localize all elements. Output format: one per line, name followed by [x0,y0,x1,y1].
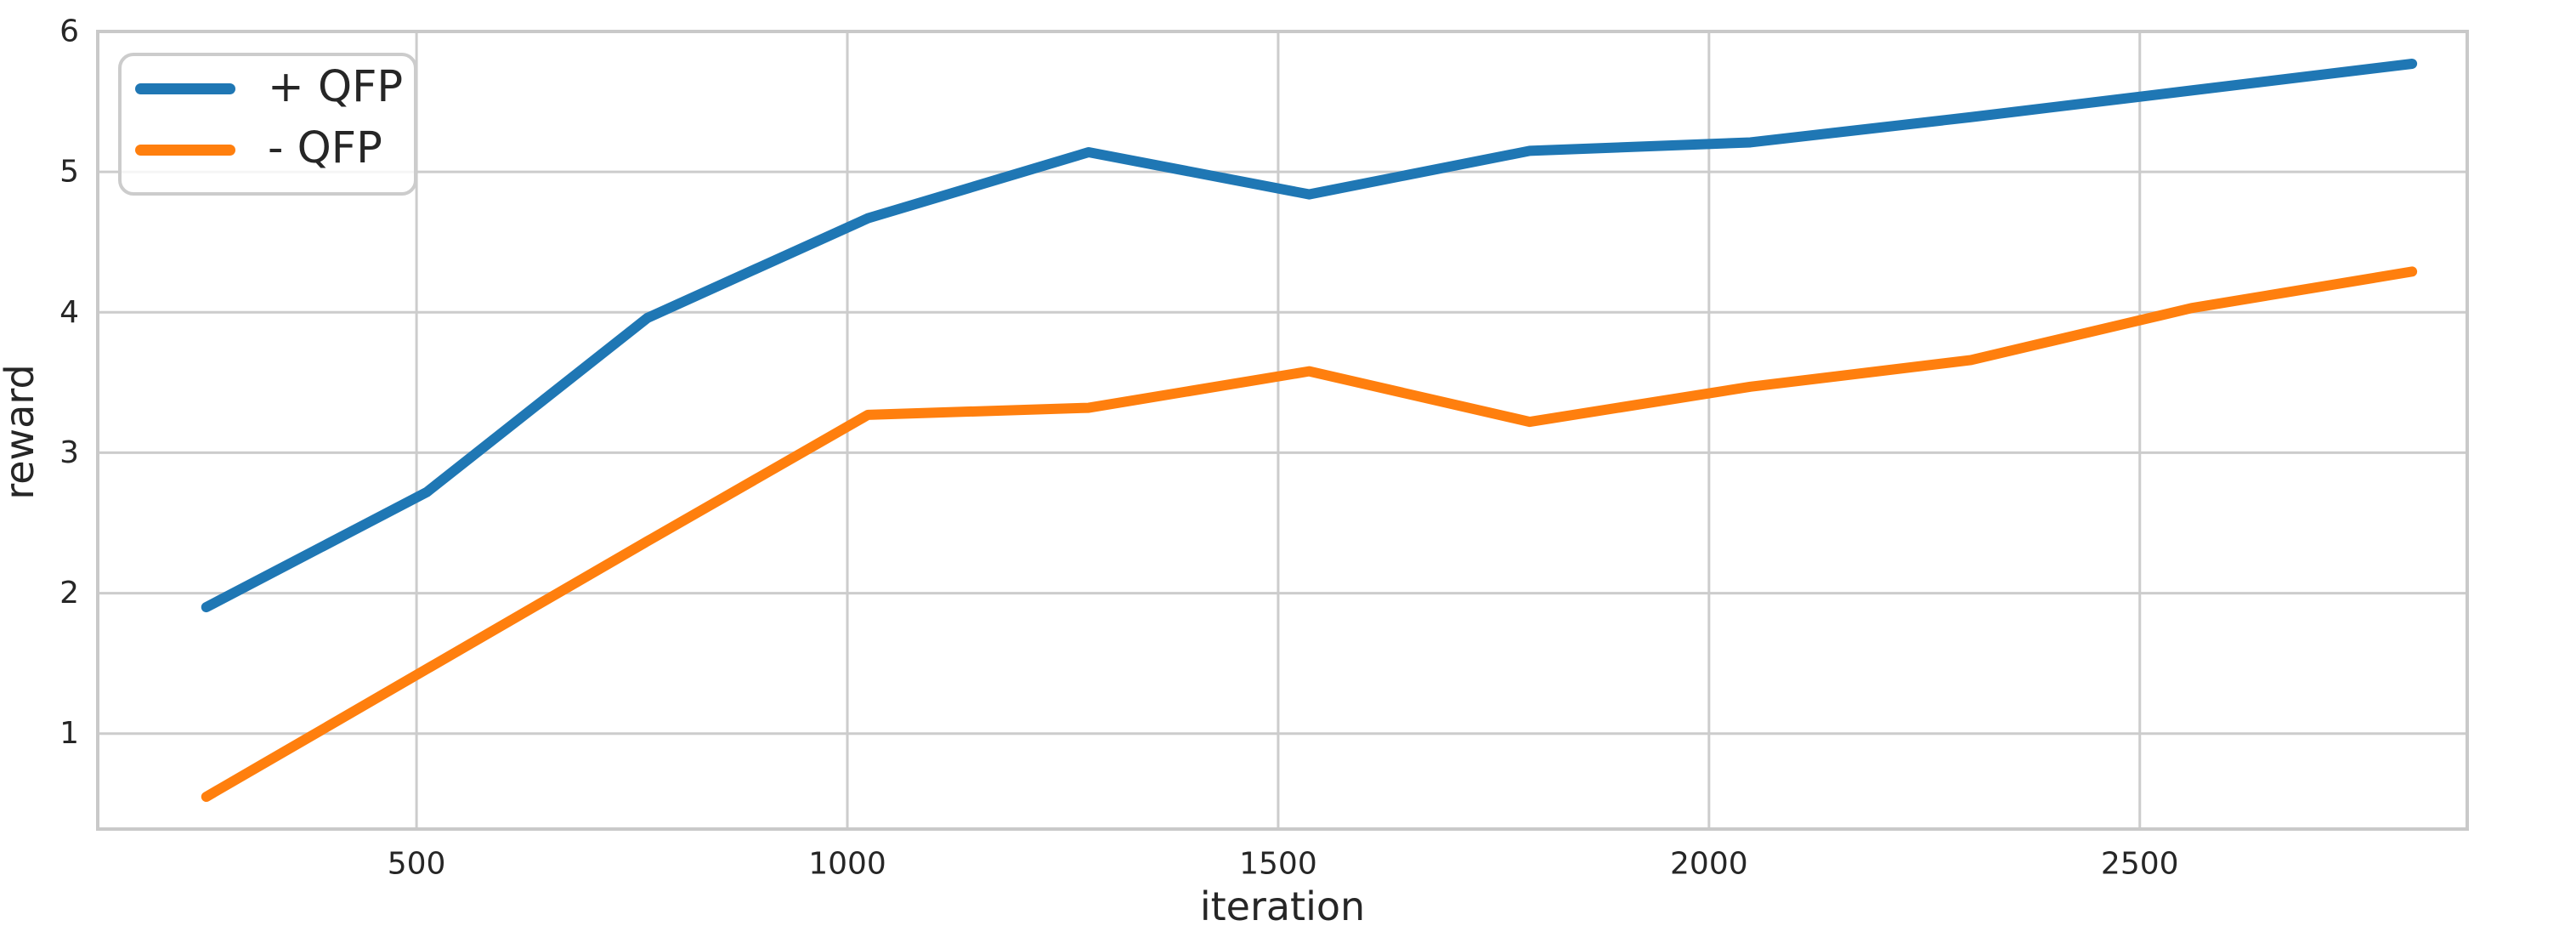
y-tick-label-1: 1 [59,716,79,751]
y-axis-label: reward [0,364,42,500]
y-tick-label-3: 3 [59,435,79,470]
plot-border [96,30,2469,831]
x-tick-label-1500: 1500 [1239,847,1317,882]
series-line-plus-qfp [201,58,2418,613]
y-tick-label-2: 2 [59,576,79,611]
x-tick-label-1000: 1000 [808,847,886,882]
series-line-minus-qfp [201,266,2418,803]
x-tick-label-500: 500 [388,847,446,882]
legend-item-plus-qfp: + QFP [135,63,414,114]
legend-item-minus-qfp: - QFP [135,124,414,175]
x-axis-label: iteration [1199,883,1366,929]
legend-swatch-minus-qfp [135,144,235,156]
legend-label-minus-qfp: - QFP [268,122,382,173]
y-tick-label-6: 6 [59,14,79,49]
x-tick-label-2000: 2000 [1670,847,1748,882]
x-tick-label-2500: 2500 [2101,847,2179,882]
legend: + QFP - QFP [118,53,417,196]
legend-label-plus-qfp: + QFP [268,61,404,112]
y-tick-label-5: 5 [59,155,79,190]
legend-swatch-plus-qfp [135,82,235,94]
y-tick-label-4: 4 [59,295,79,330]
